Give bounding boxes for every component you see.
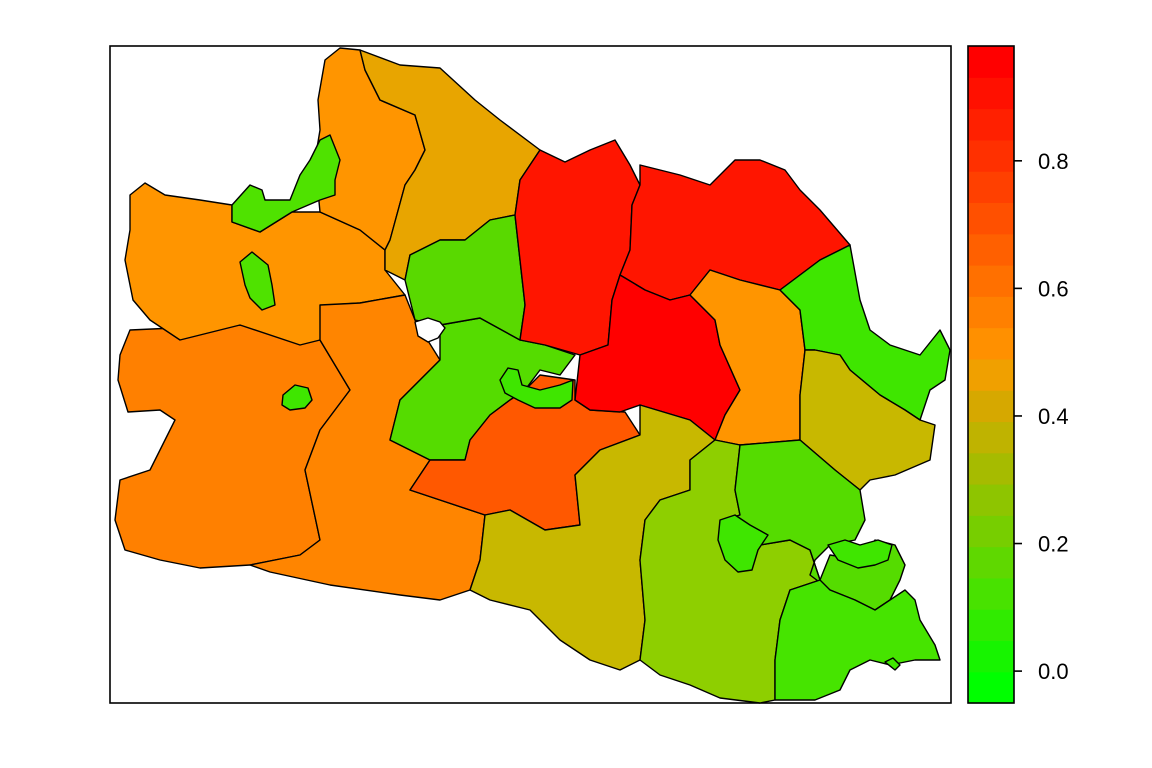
legend-band — [968, 265, 1014, 297]
legend-bands — [968, 46, 1014, 704]
legend-band — [968, 233, 1014, 266]
legend-band — [968, 609, 1014, 642]
legend-ticks: 0.0 0.2 0.4 0.6 0.8 — [1014, 149, 1069, 684]
legend-band — [968, 577, 1014, 610]
legend-band — [968, 515, 1014, 548]
legend-band — [968, 171, 1014, 204]
region-city-enclave-3[interactable] — [717, 514, 769, 573]
color-legend: 0.0 0.2 0.4 0.6 0.8 — [967, 45, 1069, 704]
region-city-enclave-5[interactable] — [884, 657, 901, 671]
legend-band — [968, 671, 1014, 704]
legend-band — [968, 202, 1014, 235]
legend-band — [968, 484, 1014, 516]
legend-band — [968, 546, 1014, 579]
region-southeast-coast[interactable] — [774, 579, 941, 701]
legend-band — [968, 640, 1014, 673]
legend-tick-label: 0.2 — [1038, 532, 1069, 557]
region-city-enclave-2[interactable] — [499, 367, 574, 409]
region-west-enclave[interactable] — [231, 134, 341, 233]
legend-tick-label: 0.6 — [1038, 276, 1069, 301]
region-small-enclave[interactable] — [239, 251, 276, 311]
legend-band — [968, 327, 1014, 360]
legend-band — [968, 421, 1014, 454]
legend-band — [968, 296, 1014, 329]
region-city-enclave-1[interactable] — [281, 384, 313, 411]
legend-band — [968, 452, 1014, 485]
legend-band — [968, 46, 1014, 78]
legend-band — [968, 108, 1014, 141]
legend-tick-label: 0.0 — [1038, 659, 1069, 684]
legend-frame — [967, 45, 1015, 704]
region-no-data[interactable] — [414, 317, 446, 343]
legend-tick-label: 0.4 — [1038, 404, 1069, 429]
legend-band — [968, 139, 1014, 172]
region-city-enclave-4[interactable] — [827, 539, 893, 569]
legend-band — [968, 358, 1014, 391]
legend-tick-label: 0.8 — [1038, 149, 1069, 174]
legend-band — [968, 77, 1014, 110]
map-regions — [114, 47, 951, 704]
legend-band — [968, 390, 1014, 423]
